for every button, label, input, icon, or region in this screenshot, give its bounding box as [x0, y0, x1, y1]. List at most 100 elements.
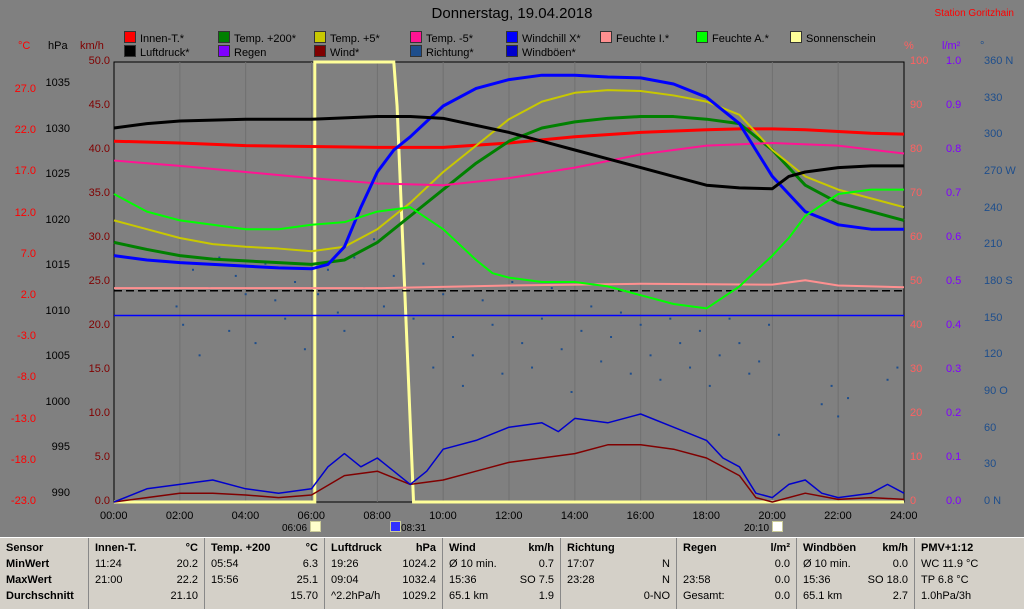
legend-label: Temp. +5* [330, 33, 380, 45]
moon-icon [771, 521, 783, 532]
legend-swatch [314, 31, 326, 43]
cell-value: 1032.4 [402, 574, 436, 586]
row-label: MaxWert [6, 574, 52, 586]
column-header: Regen l/m² [683, 542, 790, 558]
tick-celsius: -13.0 [10, 412, 36, 425]
tick-lm2: 0.8 [946, 143, 962, 155]
legend-label: Richtung* [426, 47, 474, 59]
direction-point [580, 329, 583, 332]
tick-percent: 30 [910, 363, 923, 375]
direction-point [471, 354, 474, 357]
tick-degree: 300 [984, 128, 1003, 141]
legend-label: Feuchte A.* [712, 33, 769, 45]
direction-point [847, 397, 850, 400]
legend-label: Temp. +200* [234, 33, 297, 45]
direction-point [540, 317, 543, 320]
tick-lm2: 1.0 [946, 55, 962, 67]
tick-degree: 210 [984, 238, 1003, 251]
cell-left: 09:04 [331, 574, 359, 586]
direction-point [244, 293, 247, 296]
legend-swatch [218, 31, 230, 43]
tick-time: 22:00 [824, 510, 852, 522]
tick-kmh: 5.0 [94, 451, 110, 463]
column-unit: °C [305, 542, 318, 554]
tick-degree: 330 [984, 91, 1003, 104]
cell-value: 15.70 [290, 590, 318, 602]
column-unit: l/m² [770, 542, 790, 554]
legend-label: Windchill X* [522, 33, 581, 45]
tick-hpa: 1035 [45, 77, 70, 89]
tick-time: 02:00 [165, 510, 194, 522]
legend-item: Luftdruck* [124, 45, 190, 59]
cell-left: 05:54 [211, 558, 239, 570]
tick-time: 04:00 [231, 510, 260, 522]
direction-point [521, 342, 524, 345]
legend-label: Temp. -5* [426, 33, 474, 45]
direction-point [560, 348, 563, 351]
tick-percent: 50 [910, 275, 923, 287]
table-row: 65.1 km 2.7 [803, 590, 908, 606]
row-label-column: Sensor MinWert MaxWert Durchschnitt [0, 538, 88, 609]
tick-degree: 150 [984, 311, 1003, 324]
direction-point [590, 305, 593, 308]
direction-point [629, 372, 632, 375]
cell-left: 23:28 [567, 574, 595, 586]
sun-icon [309, 521, 321, 532]
sunset-marker: 20:10 [744, 521, 783, 534]
tick-lm2: 0.5 [946, 275, 962, 287]
direction-point [317, 293, 320, 296]
cell-left: 17:07 [567, 558, 595, 570]
tick-hpa: 1020 [45, 213, 70, 226]
tick-kmh: 0.0 [94, 495, 110, 507]
direction-point [758, 360, 761, 363]
cell-value: 1.9 [538, 590, 554, 602]
direction-point [284, 317, 287, 320]
cell-value: 21.10 [170, 590, 198, 602]
sunrise-time: 06:06 [282, 523, 308, 534]
tick-celsius: 12.0 [14, 206, 36, 219]
tick-percent: 20 [910, 407, 923, 419]
cell-value: N [662, 558, 670, 570]
legend-item: Temp. -5* [410, 31, 473, 45]
series-line-luftdruck- [113, 115, 904, 191]
unit-lm2: l/m² [942, 40, 961, 52]
cell-value: 20.2 [176, 558, 198, 570]
column-title: Luftdruck [331, 542, 382, 554]
direction-point [452, 336, 455, 338]
column-header: Temp. +200 °C [211, 542, 318, 558]
cell-value: 0.0 [774, 574, 790, 586]
tick-time: 14:00 [560, 510, 589, 522]
tick-percent: 90 [910, 99, 923, 111]
table-row: WC 11.9 °C [921, 558, 1018, 574]
direction-point [511, 281, 514, 283]
legend-label: Innen-T.* [140, 33, 185, 45]
legend-swatch [218, 45, 230, 57]
tick-kmh: 25.0 [88, 275, 110, 287]
direction-point [422, 262, 425, 265]
column-header: PMV+1:12 [921, 542, 1018, 558]
tick-hpa: 1010 [45, 304, 70, 317]
legend-swatch [124, 31, 136, 43]
legend-label: Feuchte I.* [616, 33, 670, 45]
tick-hpa: 1015 [45, 259, 70, 271]
cell-value: 0.0 [774, 558, 790, 570]
table-row: Gesamt: 0.0 [683, 590, 790, 606]
unit-percent: % [904, 40, 914, 52]
column-unit: hPa [415, 542, 436, 554]
column-header: Luftdruck hPa [331, 542, 436, 558]
column-header: Richtung [567, 542, 670, 558]
tick-hpa: 1005 [45, 350, 70, 362]
direction-point [896, 366, 899, 369]
tick-percent: 0 [910, 495, 917, 507]
legend-item: Windböen* [506, 45, 576, 59]
series-line-windchill-x- [113, 73, 904, 271]
direction-point [218, 256, 221, 259]
noon-marker: 08:31 [390, 521, 426, 534]
direction-point [550, 287, 553, 290]
series-line-innen-t- [113, 127, 905, 149]
direction-point [531, 366, 534, 369]
direction-point [175, 305, 178, 308]
direction-point [343, 329, 346, 332]
cell-left: 1.0hPa/3h [921, 590, 972, 602]
table-row: 15.70 [211, 590, 318, 606]
